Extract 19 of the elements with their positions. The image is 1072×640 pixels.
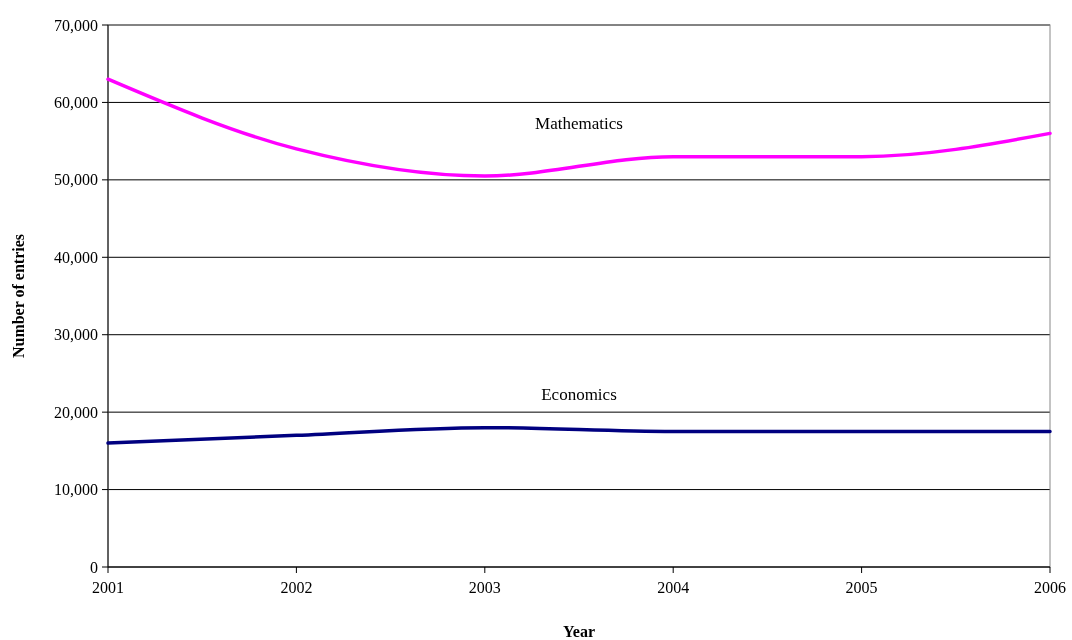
series-label: Mathematics	[535, 113, 623, 133]
line-series	[106, 425, 1052, 445]
y-tick-label: 50,000	[54, 171, 98, 189]
y-tick-label: 0	[90, 558, 98, 576]
y-tick-label: 30,000	[54, 326, 98, 344]
y-tick-label: 70,000	[54, 16, 98, 34]
x-tick-label: 2004	[657, 579, 690, 596]
series-label: Economics	[541, 384, 617, 404]
y-tick-label: 60,000	[54, 94, 98, 112]
y-tick-label: 10,000	[54, 481, 98, 499]
x-tick-label: 2001	[92, 579, 124, 596]
y-tick-label: 40,000	[54, 248, 98, 266]
x-tick-label: 2006	[1034, 579, 1066, 596]
x-axis-title: Year	[563, 623, 595, 640]
y-axis-title: Number of entries	[10, 233, 27, 359]
x-tick-label: 2005	[845, 579, 878, 596]
y-tick-label: 20,000	[54, 403, 98, 421]
x-tick-label: 2003	[468, 579, 501, 596]
x-tick-label: 2002	[280, 579, 313, 596]
